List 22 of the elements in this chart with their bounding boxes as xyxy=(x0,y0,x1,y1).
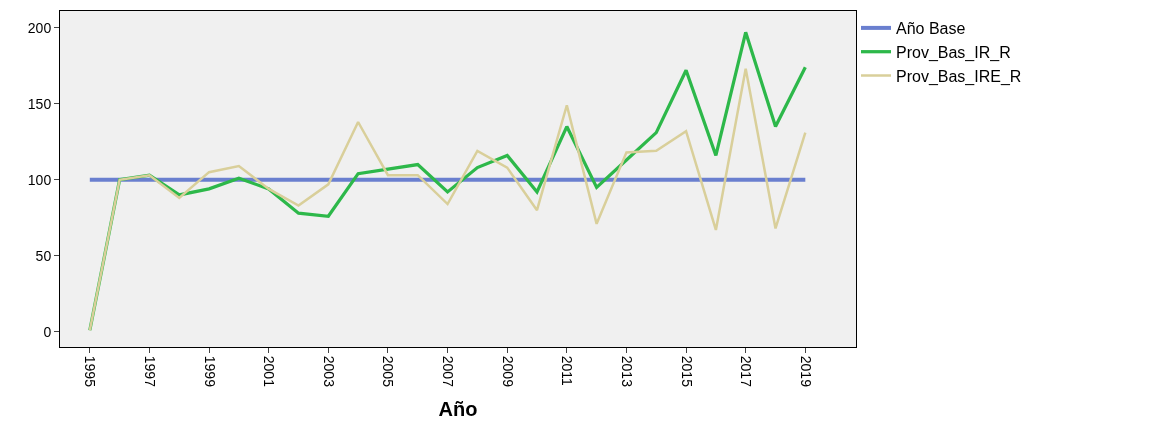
x-tick-label: 2017 xyxy=(738,355,755,388)
x-tick-label: 1997 xyxy=(141,355,158,388)
x-tick-label: 1995 xyxy=(82,355,99,388)
x-tick-label: 2009 xyxy=(499,355,516,388)
legend-label: Año Base xyxy=(896,20,966,38)
y-tick-label: 150 xyxy=(27,95,52,112)
y-tick-label: 50 xyxy=(35,247,52,264)
x-tick-label: 2007 xyxy=(440,355,457,388)
x-tick-label: 2011 xyxy=(559,355,576,387)
x-tick-label: 2005 xyxy=(380,355,397,388)
x-tick-label: 1999 xyxy=(201,355,218,388)
legend-label: Prov_Bas_IR_R xyxy=(896,43,1011,62)
y-tick-label: 200 xyxy=(27,19,52,36)
y-tick-label: 0 xyxy=(43,323,52,340)
x-tick-label: 2019 xyxy=(797,355,814,388)
x-axis-title: Año xyxy=(438,397,478,420)
legend-label: Prov_Bas_IRE_R xyxy=(896,67,1022,86)
x-tick-label: 2003 xyxy=(320,355,337,388)
x-tick-label: 2013 xyxy=(618,355,635,388)
x-tick-label: 2015 xyxy=(678,355,695,388)
x-tick-label: 2001 xyxy=(261,355,278,388)
y-tick-label: 100 xyxy=(27,171,52,188)
